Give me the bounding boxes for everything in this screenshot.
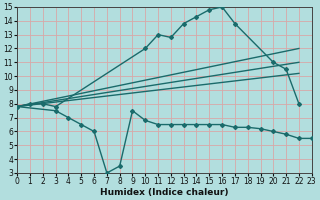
X-axis label: Humidex (Indice chaleur): Humidex (Indice chaleur): [100, 188, 229, 197]
